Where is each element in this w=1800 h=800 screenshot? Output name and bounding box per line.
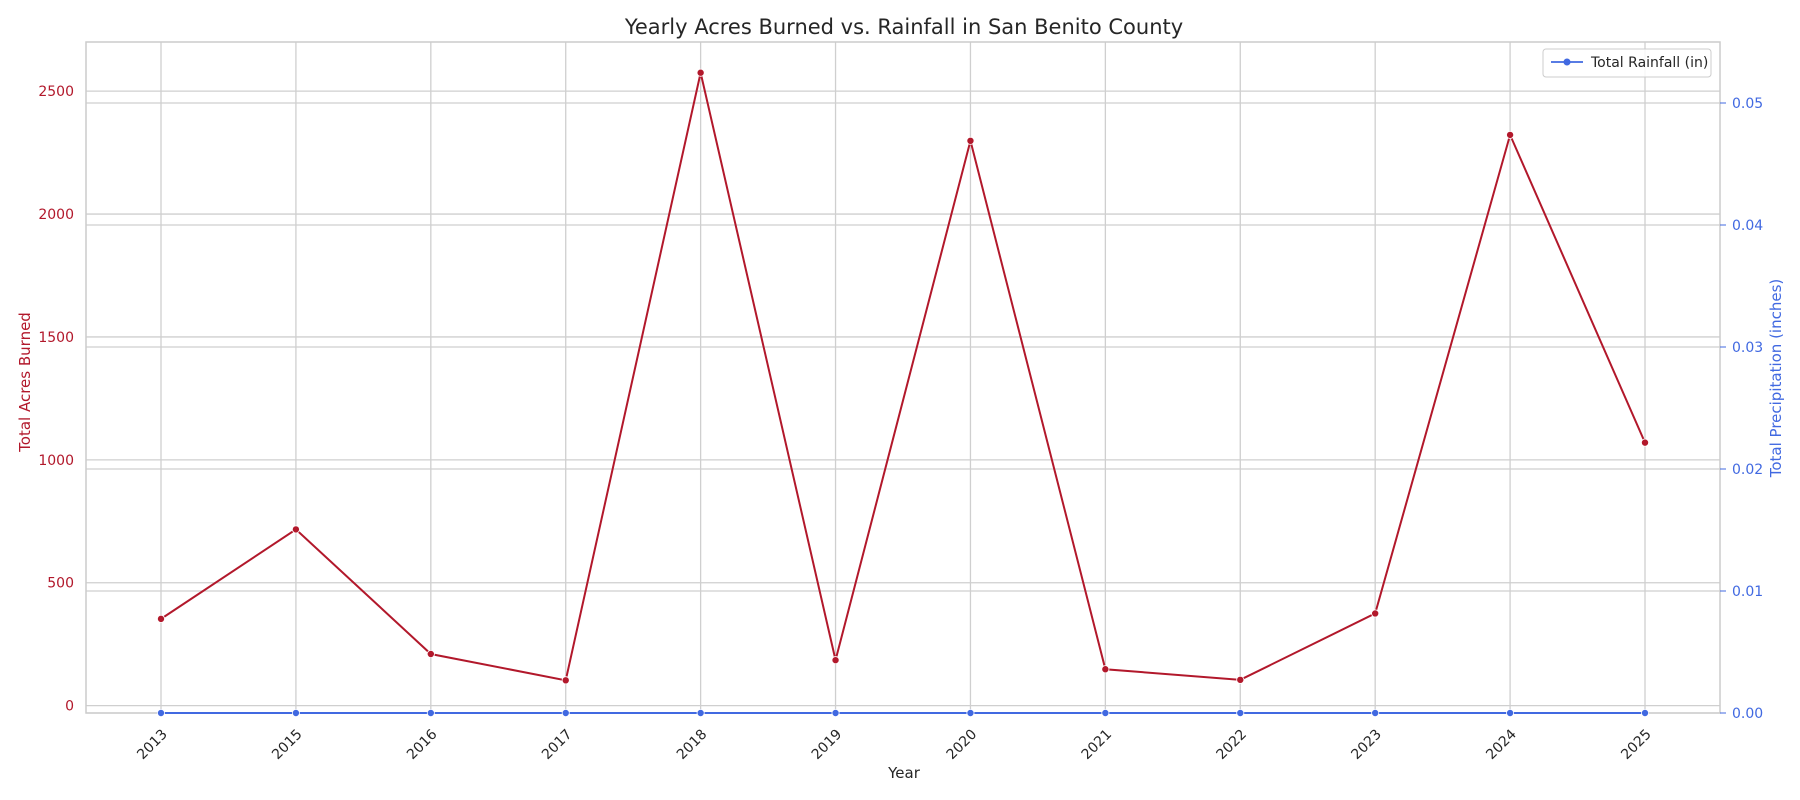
acres-burned-point (1371, 609, 1380, 618)
rainfall-point (1641, 709, 1650, 718)
acres-burned-line (160, 72, 1646, 682)
rainfall-point (696, 709, 705, 718)
right-y-tick-label: 0.02 (1732, 462, 1763, 478)
rainfall-point (966, 709, 975, 718)
rainfall-point (1371, 709, 1380, 718)
rainfall-point (1506, 709, 1515, 718)
acres-burned-point (966, 136, 975, 145)
acres-burned-point (1101, 665, 1110, 674)
right-y-tick-label: 0.05 (1732, 96, 1763, 112)
left-y-tick-label: 2000 (38, 207, 74, 223)
legend-box (1542, 48, 1712, 78)
rainfall-point (426, 709, 435, 718)
left-y-grid (86, 90, 1720, 707)
right-y-tick-label: 0.04 (1732, 218, 1763, 234)
x-grid (160, 42, 1646, 713)
chart-title: Yearly Acres Burned vs. Rainfall in San … (624, 15, 1183, 39)
x-tick-label: 2024 (1483, 726, 1520, 763)
right-y-tick-label: 0.01 (1732, 584, 1763, 600)
acres-burned-point (696, 68, 705, 77)
right-y-grid (86, 102, 1720, 714)
right-y-tick-label: 0.00 (1732, 706, 1763, 722)
left-y-tick-label: 1000 (38, 453, 74, 469)
acres-burned-point (1236, 675, 1245, 684)
x-tick-label: 2018 (674, 726, 711, 763)
left-y-tick-label: 2500 (38, 84, 74, 100)
rainfall-point (156, 709, 165, 718)
legend-marker (1563, 58, 1571, 66)
rainfall-point (291, 709, 300, 718)
x-tick-label: 2023 (1348, 726, 1385, 763)
acres-burned-point (1506, 130, 1515, 139)
acres-burned-point (156, 614, 165, 623)
plot-frame (85, 41, 1721, 714)
left-y-tick-labels: 0 500 1000 1500 2000 2500 (38, 84, 74, 714)
rainfall-point (831, 709, 840, 718)
x-tick-label: 2022 (1214, 726, 1251, 763)
x-tick-label: 2013 (134, 726, 171, 763)
acres-burned-point (1641, 438, 1650, 447)
acres-burned-point (561, 676, 570, 685)
legend: Total Rainfall (in) (1542, 48, 1712, 78)
left-y-tick-label: 0 (65, 699, 74, 715)
acres-burned-point (291, 525, 300, 534)
x-tick-label: 2020 (944, 726, 981, 763)
x-tick-label: 2019 (809, 726, 846, 763)
x-tick-label: 2016 (404, 726, 441, 763)
x-tick-label: 2025 (1618, 726, 1655, 763)
rainfall-point (1101, 709, 1110, 718)
legend-label: Total Rainfall (in) (1590, 55, 1708, 71)
series-layer (156, 68, 1650, 718)
acres-burned-point (831, 656, 840, 665)
rainfall-point (1236, 709, 1245, 718)
right-y-tick-labels: 0.00 0.01 0.02 0.03 0.04 0.05 (1720, 96, 1763, 722)
acres-burned-point (426, 650, 435, 659)
right-y-axis-title: Total Precipitation (inches) (1767, 279, 1785, 479)
x-tick-labels: 2013 2015 2016 2017 2018 2019 2020 2021 2022 2023… (134, 726, 1655, 763)
left-y-tick-label: 1500 (38, 330, 74, 346)
x-tick-label: 2017 (539, 726, 576, 763)
left-y-tick-label: 500 (47, 576, 74, 592)
rainfall-point (561, 709, 570, 718)
x-axis-title: Year (887, 764, 921, 782)
left-y-axis-title: Total Acres Burned (16, 312, 34, 453)
x-tick-label: 2021 (1079, 726, 1116, 763)
right-y-tick-label: 0.03 (1732, 340, 1763, 356)
x-tick-label: 2015 (269, 726, 306, 763)
